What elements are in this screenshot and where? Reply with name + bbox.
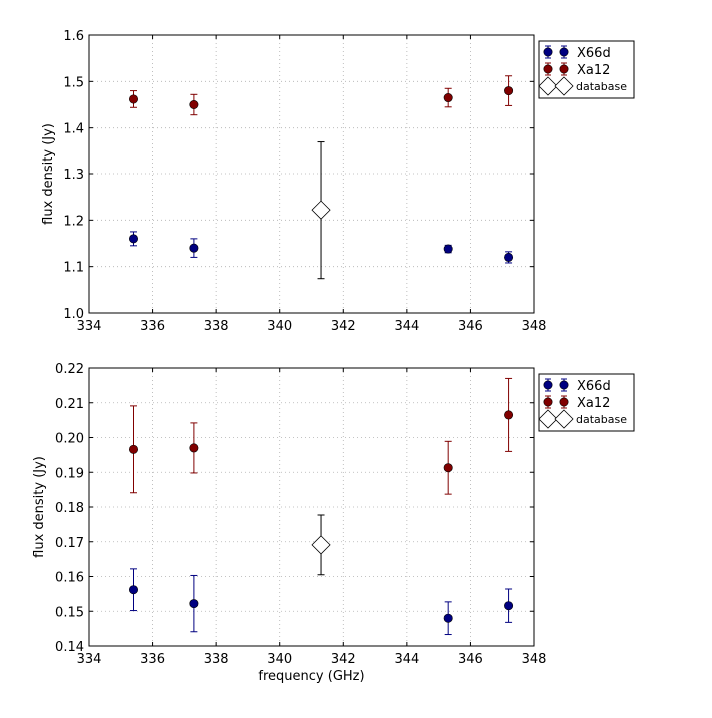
legend-label: X66d — [577, 379, 611, 394]
series-database — [311, 514, 331, 576]
data-point — [129, 234, 139, 244]
legend-marker-diamond — [554, 76, 574, 96]
data-point — [504, 601, 514, 611]
legend-label: Xa12 — [577, 63, 610, 78]
y-tick-label: 0.18 — [55, 501, 84, 516]
legend-entry: Xa12 — [543, 395, 610, 411]
panel-top: 334 336 338 340 342 344 346 348 1.0 1.1 1.2 1.3 1.4 1… — [41, 29, 635, 334]
legend-entry: database — [538, 76, 627, 96]
data-point — [504, 252, 514, 262]
x-tick-label: 340 — [267, 319, 292, 334]
legend: X66d Xa12 database — [538, 373, 635, 432]
x-tick-label: 340 — [267, 652, 292, 667]
legend-entry: X66d — [543, 378, 611, 394]
plot-frame — [88, 34, 535, 314]
legend-marker-diamond — [538, 76, 558, 96]
legend-marker — [543, 397, 553, 407]
x-tick-label: 342 — [331, 319, 356, 334]
y-tick-label: 1.2 — [63, 214, 84, 229]
data-point — [443, 244, 453, 254]
y-tick-label: 0.17 — [55, 536, 84, 551]
legend-marker — [543, 64, 553, 74]
x-tick-label: 334 — [77, 652, 102, 667]
x-tick-label: 346 — [458, 652, 483, 667]
plot-area — [89, 35, 534, 313]
data-point — [189, 100, 199, 110]
y-tick-label: 1.5 — [63, 75, 84, 90]
y-axis-label: flux density (Jy) — [32, 456, 47, 558]
data-point — [504, 410, 514, 420]
y-tick-label: 0.22 — [55, 362, 84, 377]
x-tick-label: 338 — [204, 652, 229, 667]
data-point-diamond — [311, 200, 331, 220]
x-axis-label: frequency (GHz) — [258, 669, 364, 684]
legend-marker — [559, 64, 569, 74]
y-tick-label: 0.15 — [55, 605, 84, 620]
y-tick-label: 0.19 — [55, 466, 84, 481]
y-tick-label: 1.4 — [63, 122, 84, 137]
legend-marker — [543, 47, 553, 57]
legend-entry: Xa12 — [543, 62, 610, 78]
legend: X66d Xa12 database — [538, 40, 635, 99]
series-X66d — [129, 568, 514, 636]
y-tick-label: 1.6 — [63, 29, 84, 44]
legend-marker — [559, 380, 569, 390]
y-tick-label: 0.16 — [55, 571, 84, 586]
legend-label: database — [576, 413, 627, 426]
y-tick-label: 1.0 — [63, 307, 84, 322]
x-tick-label: 348 — [522, 652, 547, 667]
legend-marker — [543, 380, 553, 390]
x-tick-label: 346 — [458, 319, 483, 334]
panel-bottom: 334 336 338 340 342 344 346 348 0.14 0.15 0.16 0.17… — [32, 362, 635, 684]
series-Xa12 — [129, 377, 514, 495]
data-point — [504, 86, 514, 96]
x-tick-label: 336 — [140, 319, 165, 334]
data-point — [189, 599, 199, 609]
y-tick-label: 1.1 — [63, 261, 84, 276]
data-point-diamond — [311, 535, 331, 555]
data-point — [129, 94, 139, 104]
data-point — [443, 613, 453, 623]
data-point — [189, 243, 199, 253]
x-tick-label: 348 — [522, 319, 547, 334]
legend-marker — [559, 397, 569, 407]
plot-frame — [88, 367, 535, 647]
legend-marker-diamond — [538, 409, 558, 429]
x-tick-label: 338 — [204, 319, 229, 334]
data-point — [443, 463, 453, 473]
x-tick-label: 336 — [140, 652, 165, 667]
series-X66d — [129, 231, 514, 264]
x-tick-label: 344 — [394, 319, 419, 334]
legend-label: Xa12 — [577, 396, 610, 411]
legend-marker-diamond — [554, 409, 574, 429]
data-point — [189, 443, 199, 453]
y-tick-label: 0.14 — [55, 640, 84, 655]
plot-area — [89, 368, 534, 646]
data-point — [443, 93, 453, 103]
y-tick-label: 0.20 — [55, 432, 84, 447]
data-point — [129, 444, 139, 454]
x-tick-label: 344 — [394, 652, 419, 667]
x-tick-label: 342 — [331, 652, 356, 667]
legend-label: X66d — [577, 46, 611, 61]
x-tick-label: 334 — [77, 319, 102, 334]
series-Xa12 — [129, 75, 514, 116]
legend-entry: database — [538, 409, 627, 429]
legend-marker — [559, 47, 569, 57]
legend-label: database — [576, 80, 627, 93]
series-database — [311, 141, 331, 280]
y-tick-label: 0.21 — [55, 397, 84, 412]
data-point — [129, 585, 139, 595]
y-tick-label: 1.3 — [63, 168, 84, 183]
y-axis-label: flux density (Jy) — [41, 123, 56, 225]
legend-entry: X66d — [543, 45, 611, 61]
